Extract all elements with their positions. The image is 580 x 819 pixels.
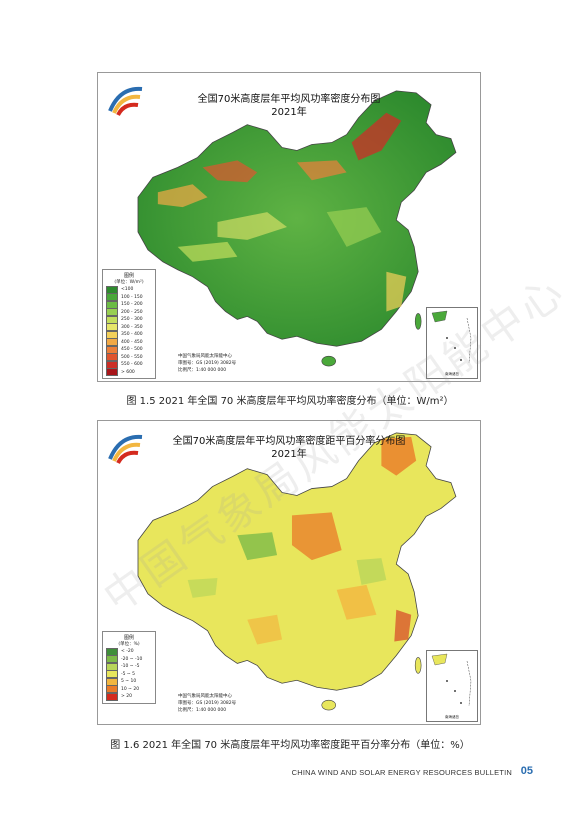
credit-line: 中国气象局风能太阳能中心 [178, 694, 232, 699]
page-number: 05 [520, 765, 533, 777]
legend-label: 350 - 400 [121, 332, 143, 338]
map-legend: 图例 (单位：%) < -20 -20 ~ -10 -10 ~ -5 -5 ~ 5 5 … [102, 631, 156, 704]
south-china-sea-inset: 南海诸岛 [426, 307, 478, 379]
credit-line: 比例尺：1:40 000 000 [178, 368, 227, 373]
legend-unit: (单位：%) [118, 642, 140, 647]
legend-label: 5 ~ 10 [121, 679, 137, 685]
wind-power-anomaly-map: 全国70米高度层年平均风功率密度距平百分率分布图 2021年 图例 (单位：%)… [97, 420, 481, 725]
legend-swatch [106, 692, 118, 701]
inset-label: 南海诸岛 [445, 715, 459, 719]
legend-label: <100 [121, 287, 134, 293]
legend-label: -10 ~ -5 [121, 664, 140, 670]
logo-icon [108, 434, 143, 464]
map-title-line1: 全国70米高度层年平均风功率密度距平百分率分布图 [172, 436, 406, 447]
logo-icon [108, 86, 143, 116]
legend-label: -5 ~ 5 [121, 671, 135, 677]
map-legend: 图例 (单位：W/m²) <100 100 - 150 150 - 200 200 -… [102, 269, 156, 379]
legend-label: -20 ~ -10 [121, 656, 143, 662]
footer-text: CHINA WIND AND SOLAR ENERGY RESOURCES BU… [291, 768, 512, 777]
legend-item: > 600 [106, 368, 152, 377]
legend-label: 10 ~ 20 [121, 686, 140, 692]
south-china-sea-inset: 南海诸岛 [426, 650, 478, 722]
legend-label: > 600 [121, 369, 135, 375]
legend-label: 450 - 500 [121, 347, 143, 353]
legend-label: 300 - 350 [121, 324, 143, 330]
legend-label: > 20 [121, 694, 132, 700]
legend-title: 图例 [123, 273, 134, 279]
map-credit: 中国气象局风能太阳能中心 审图号：GS (2019) 3082号 比例尺：1:4… [178, 353, 236, 374]
map-title: 全国70米高度层年平均风功率密度分布图 2021年 [98, 93, 480, 119]
legend-unit: (单位：W/m²) [114, 280, 144, 285]
legend-swatch [106, 368, 118, 377]
map-title-line2: 2021年 [271, 107, 307, 118]
legend-label: 400 - 450 [121, 339, 143, 345]
legend-label: < -20 [121, 649, 134, 655]
legend-label: 550 - 600 [121, 362, 143, 368]
legend-label: 500 - 550 [121, 354, 143, 360]
china-map-wind-density [137, 90, 457, 367]
map-title-line2: 2021年 [271, 449, 307, 460]
wind-power-density-map: 全国70米高度层年平均风功率密度分布图 2021年 图例 (单位：W/m²) <… [97, 72, 481, 382]
figure-caption-1: 图 1.5 2021 年全国 70 米高度层年平均风功率密度分布（单位：W/m²… [126, 396, 454, 407]
legend-label: 250 - 300 [121, 317, 143, 323]
inset-label: 南海诸岛 [445, 372, 459, 376]
map-credit: 中国气象局风能太阳能中心 审图号：GS (2019) 3082号 比例尺：1:4… [178, 693, 236, 714]
china-map-anomaly [137, 432, 457, 711]
map-title: 全国70米高度层年平均风功率密度距平百分率分布图 2021年 [98, 435, 480, 461]
credit-line: 比例尺：1:40 000 000 [178, 708, 227, 713]
credit-line: 中国气象局风能太阳能中心 [178, 354, 232, 359]
map-title-line1: 全国70米高度层年平均风功率密度分布图 [197, 94, 381, 105]
legend-label: 150 - 200 [121, 302, 143, 308]
legend-item: > 20 [106, 692, 152, 701]
credit-line: 审图号：GS (2019) 3082号 [178, 701, 237, 706]
legend-label: 100 - 150 [121, 294, 143, 300]
figure-caption-2: 图 1.6 2021 年全国 70 米高度层年平均风功率密度距平百分率分布（单位… [110, 740, 470, 751]
legend-label: 200 - 250 [121, 309, 143, 315]
credit-line: 审图号：GS (2019) 3082号 [178, 361, 237, 366]
legend-title: 图例 [123, 635, 134, 641]
